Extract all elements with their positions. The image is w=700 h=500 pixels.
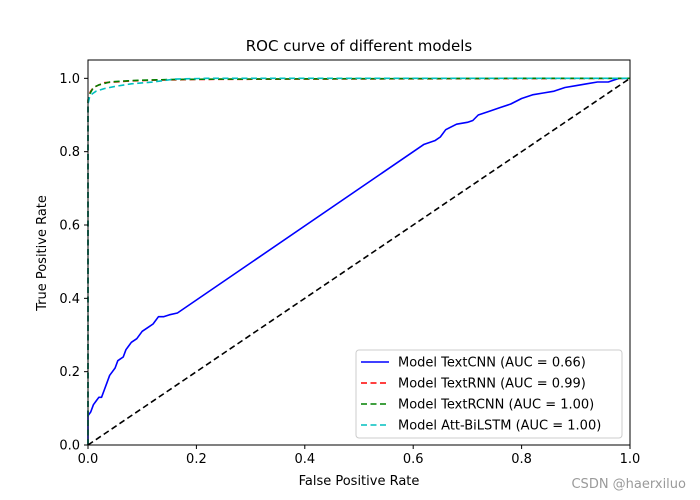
x-tick-label: 0.6 (403, 452, 424, 467)
legend-label-textcnn: Model TextCNN (AUC = 0.66) (398, 356, 586, 371)
y-tick-label: 0.6 (59, 219, 80, 234)
series-line-textcnn (87, 77, 630, 445)
y-tick-label: 0.8 (59, 145, 80, 160)
x-axis-ticks: 0.0 0.2 0.4 0.6 0.8 1.0 (78, 445, 641, 467)
y-axis-label: True Positive Rate (35, 195, 50, 312)
y-tick-label: 0.0 (59, 439, 80, 454)
y-tick-label: 0.4 (59, 292, 80, 307)
x-axis-label: False Positive Rate (299, 474, 420, 489)
plot-frame (87, 59, 631, 446)
legend-box (355, 349, 623, 439)
watermark: CSDN @haerxiluo (571, 477, 686, 492)
chart-title: ROC curve of different models (246, 37, 473, 55)
legend-label-textrnn: Model TextRNN (AUC = 0.99) (398, 377, 586, 392)
y-tick-label: 1.0 (59, 72, 80, 87)
series-line-chance-diagonal (87, 77, 631, 446)
x-tick-label: 0.0 (78, 452, 99, 467)
x-tick-label: 0.4 (294, 452, 315, 467)
y-axis-ticks: 0.0 0.2 0.4 0.6 0.8 1.0 (59, 72, 88, 454)
series-line-att-bilstm (87, 77, 630, 445)
legend: Model TextCNN (AUC = 0.66) Model TextRNN … (355, 349, 623, 439)
y-tick-label: 0.2 (59, 365, 80, 380)
x-tick-label: 1.0 (620, 452, 641, 467)
legend-label-att-bilstm: Model Att-BiLSTM (AUC = 1.00) (398, 419, 601, 434)
legend-label-textrcnn: Model TextRCNN (AUC = 1.00) (398, 398, 594, 413)
x-tick-label: 0.2 (186, 452, 207, 467)
series-line-textrcnn (87, 77, 630, 445)
plot-lines (87, 77, 631, 446)
x-tick-label: 0.8 (511, 452, 532, 467)
